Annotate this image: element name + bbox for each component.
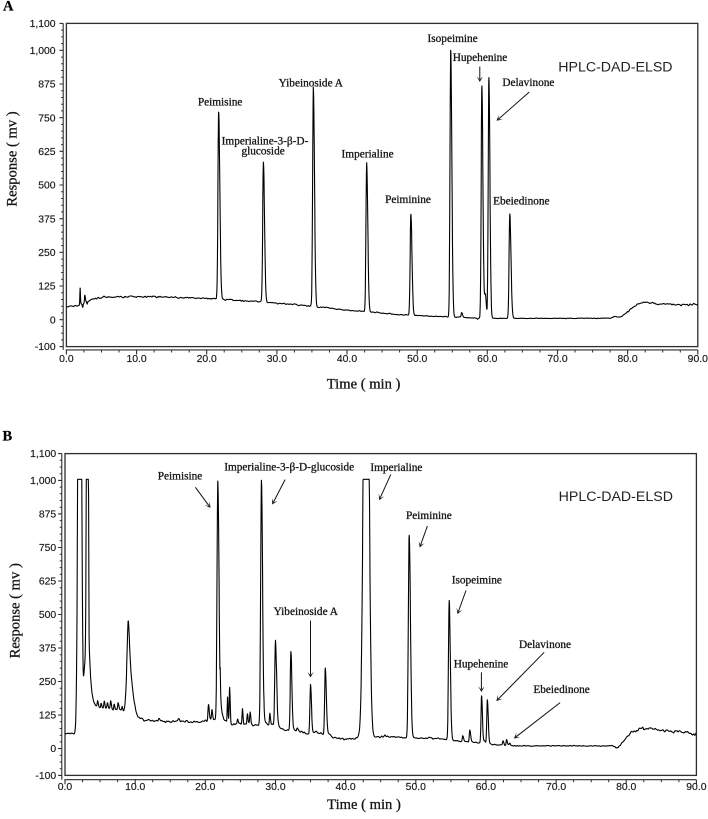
svg-text:500: 500	[38, 181, 56, 192]
svg-text:Yibeinoside A: Yibeinoside A	[274, 606, 339, 618]
svg-text:0: 0	[50, 315, 56, 326]
svg-text:Hupehenine: Hupehenine	[454, 658, 509, 670]
svg-text:Time ( min ): Time ( min )	[327, 376, 401, 392]
svg-text:875: 875	[39, 510, 57, 521]
svg-text:70.0: 70.0	[546, 782, 566, 793]
svg-text:40.0: 40.0	[337, 354, 357, 365]
svg-text:375: 375	[39, 644, 57, 655]
svg-text:Time ( min ): Time ( min )	[327, 797, 401, 813]
svg-text:20.0: 20.0	[195, 782, 215, 793]
svg-text:Peimisine: Peimisine	[198, 96, 243, 108]
svg-text:50.0: 50.0	[406, 782, 426, 793]
svg-text:Imperialine-3-β-D-: Imperialine-3-β-D-	[222, 135, 309, 147]
svg-text:glucoside: glucoside	[241, 146, 284, 158]
svg-text:Response ( mv ): Response ( mv )	[7, 563, 23, 658]
svg-text:Response ( mv ): Response ( mv )	[4, 111, 20, 206]
svg-text:40.0: 40.0	[335, 782, 355, 793]
svg-text:80.0: 80.0	[617, 354, 637, 365]
svg-text:Hupehenine: Hupehenine	[453, 52, 508, 64]
svg-text:10.0: 10.0	[125, 782, 145, 793]
svg-text:750: 750	[39, 543, 57, 554]
svg-text:125: 125	[38, 282, 56, 293]
svg-text:125: 125	[39, 711, 57, 722]
svg-text:HPLC-DAD-ELSD: HPLC-DAD-ELSD	[559, 489, 673, 505]
svg-text:60.0: 60.0	[477, 354, 497, 365]
svg-text:500: 500	[39, 610, 57, 621]
svg-text:0.0: 0.0	[58, 782, 73, 793]
svg-text:Yibeinoside A: Yibeinoside A	[279, 78, 344, 90]
svg-text:1,100: 1,100	[30, 449, 56, 460]
svg-text:90.0: 90.0	[686, 782, 706, 793]
svg-text:Delavinone: Delavinone	[519, 639, 571, 651]
svg-text:Imperialine-3-β-D-glucoside: Imperialine-3-β-D-glucoside	[224, 462, 354, 474]
svg-text:250: 250	[39, 677, 57, 688]
svg-text:Peiminine: Peiminine	[406, 510, 452, 522]
svg-text:B: B	[3, 429, 13, 445]
svg-text:-100: -100	[35, 342, 56, 353]
svg-text:10.0: 10.0	[126, 354, 146, 365]
svg-text:Peimisine: Peimisine	[158, 471, 203, 483]
svg-text:-100: -100	[35, 771, 56, 782]
svg-text:250: 250	[38, 248, 56, 259]
svg-text:875: 875	[38, 80, 56, 91]
svg-text:Delavinone: Delavinone	[502, 77, 554, 89]
svg-text:70.0: 70.0	[547, 354, 567, 365]
svg-text:625: 625	[39, 577, 57, 588]
svg-text:30.0: 30.0	[265, 782, 285, 793]
svg-text:Peiminine: Peiminine	[385, 194, 431, 206]
svg-text:60.0: 60.0	[476, 782, 496, 793]
svg-text:Isopeimine: Isopeimine	[452, 575, 502, 587]
svg-text:50.0: 50.0	[407, 354, 427, 365]
svg-text:750: 750	[38, 113, 56, 124]
svg-text:625: 625	[38, 147, 56, 158]
svg-text:30.0: 30.0	[267, 354, 287, 365]
svg-text:80.0: 80.0	[616, 782, 636, 793]
svg-text:Isopeimine: Isopeimine	[427, 33, 477, 45]
svg-text:Ebeiedinone: Ebeiedinone	[533, 684, 589, 696]
svg-text:1,000: 1,000	[30, 46, 56, 57]
svg-text:Imperialine: Imperialine	[370, 462, 422, 474]
svg-text:0: 0	[50, 744, 56, 755]
svg-text:HPLC-DAD-ELSD: HPLC-DAD-ELSD	[558, 59, 672, 75]
svg-text:Imperialine: Imperialine	[342, 149, 394, 161]
svg-text:375: 375	[38, 214, 56, 225]
svg-text:1,000: 1,000	[30, 476, 56, 487]
svg-text:1,100: 1,100	[30, 19, 56, 30]
svg-text:Ebeiedinone: Ebeiedinone	[493, 196, 549, 208]
svg-text:90.0: 90.0	[688, 354, 708, 365]
svg-text:0.0: 0.0	[59, 354, 74, 365]
svg-text:20.0: 20.0	[197, 354, 217, 365]
svg-text:A: A	[3, 0, 14, 15]
